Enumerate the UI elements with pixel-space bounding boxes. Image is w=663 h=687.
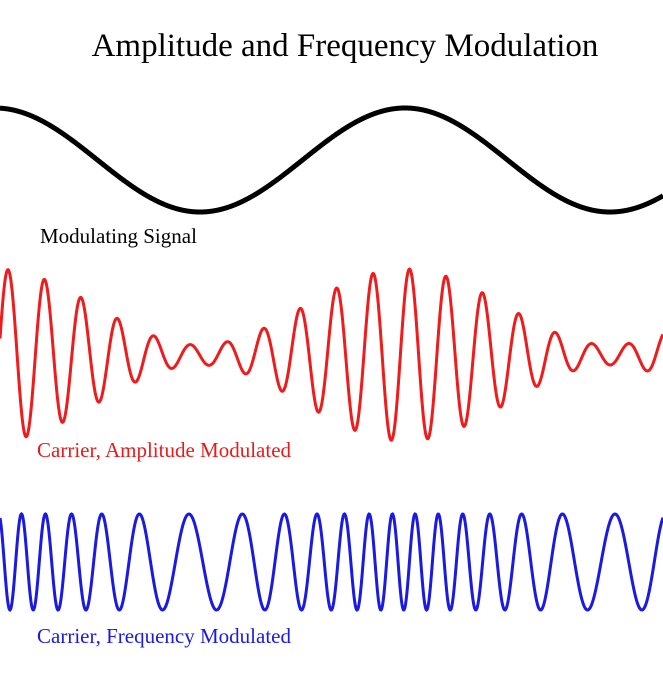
fm-label: Carrier, Frequency Modulated: [37, 624, 291, 648]
title: Amplitude and Frequency Modulation: [92, 28, 599, 64]
modulating-label: Modulating Signal: [40, 224, 197, 248]
am-wave: [0, 267, 663, 442]
am-label: Carrier, Amplitude Modulated: [37, 438, 292, 462]
modulating-wave: [0, 105, 663, 215]
fm-wave: [0, 512, 663, 612]
